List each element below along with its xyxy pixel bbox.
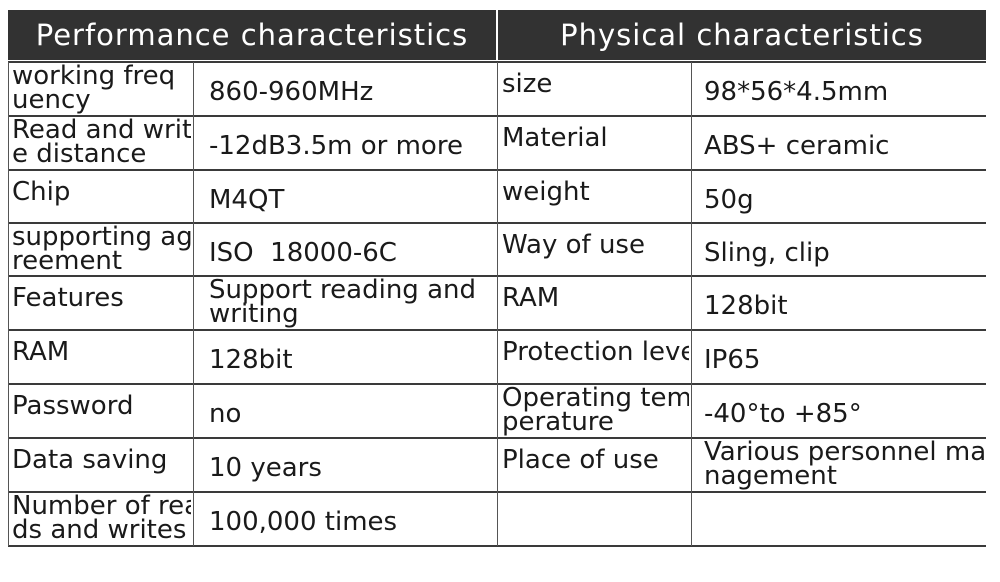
physical-value: 98*56*4.5mm [704, 80, 889, 107]
physical-value [704, 510, 984, 546]
performance-label: Password [12, 394, 134, 421]
column-divider [691, 62, 692, 546]
performance-label: supporting ag reement [12, 225, 191, 276]
physical-value: 128bit [704, 294, 788, 321]
performance-value: 10 years [209, 456, 322, 483]
physical-value: -40°to +85° [704, 402, 862, 429]
performance-header: Performance characteristics [8, 10, 496, 60]
physical-label: Protection level [502, 340, 689, 367]
physical-value: 50g [704, 188, 754, 215]
physical-label: weight [502, 180, 590, 207]
performance-label: RAM [12, 340, 70, 367]
performance-value: no [209, 402, 242, 429]
physical-label: Place of use [502, 448, 659, 475]
column-divider [193, 62, 194, 546]
physical-label: size [502, 72, 553, 99]
column-divider [8, 62, 9, 546]
physical-label [502, 502, 689, 546]
performance-label: working freq uency [12, 64, 176, 115]
physical-label: Way of use [502, 233, 645, 260]
performance-label: Data saving [12, 448, 168, 475]
performance-label: Number of rea ds and writes [12, 494, 191, 545]
physical-value: Sling, clip [704, 241, 830, 268]
physical-header: Physical characteristics [498, 10, 986, 60]
physical-label: RAM [502, 286, 560, 313]
row-divider [8, 545, 986, 547]
performance-value: M4QT [209, 188, 285, 215]
performance-value: ISO 18000-6C [209, 241, 397, 268]
physical-value: IP65 [704, 348, 761, 375]
performance-label: Read and writ e distance [12, 118, 191, 169]
performance-value: Support reading and writing [209, 278, 476, 329]
performance-value: -12dB3.5m or more [209, 134, 463, 161]
physical-value: ABS+ ceramic [704, 134, 890, 161]
column-divider [497, 62, 498, 546]
performance-value: 100,000 times [209, 510, 398, 537]
performance-value: 860-960MHz [209, 80, 374, 107]
performance-value: 128bit [209, 348, 293, 375]
performance-label: Features [12, 286, 124, 313]
physical-label: Operating tem perature [502, 386, 689, 437]
performance-label: Chip [12, 180, 71, 207]
physical-label: Material [502, 126, 608, 153]
physical-value: Various personnel ma nagement [704, 440, 984, 491]
